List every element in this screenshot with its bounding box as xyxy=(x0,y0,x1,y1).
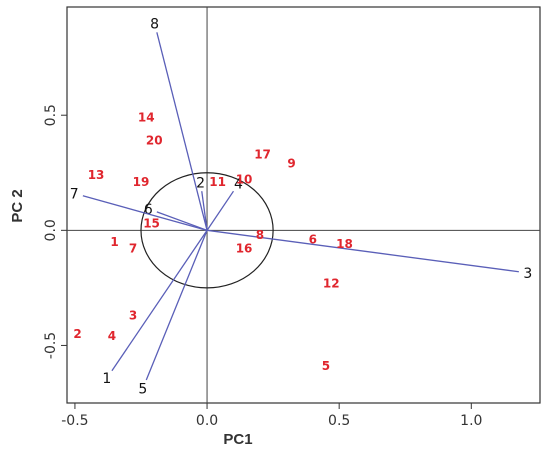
vector-label-3: 3 xyxy=(523,266,532,282)
point-label-18: 18 xyxy=(336,237,353,251)
point-label-20: 20 xyxy=(146,134,163,148)
vector-label-1: 1 xyxy=(102,371,111,387)
point-label-16: 16 xyxy=(236,242,253,256)
vector-line-1 xyxy=(111,229,208,372)
plot-frame xyxy=(66,6,541,404)
x-axis-title: PC1 xyxy=(223,431,252,448)
y-axis-title: PC 2 xyxy=(9,189,26,222)
y-tick-label: 0.5 xyxy=(43,104,59,126)
point-label-12: 12 xyxy=(323,276,340,290)
vector-line-7 xyxy=(82,195,208,231)
point-label-4: 4 xyxy=(108,329,116,343)
vector-line-3 xyxy=(206,229,519,273)
point-label-19: 19 xyxy=(133,175,150,189)
point-label-9: 9 xyxy=(287,157,295,171)
x-tick-label: 1.0 xyxy=(460,413,482,429)
x-tick-label: 0.0 xyxy=(196,413,218,429)
vector-line-8 xyxy=(156,32,208,231)
equilibrium-circle xyxy=(140,172,274,289)
point-label-13: 13 xyxy=(88,168,105,182)
x-tick-label: -0.5 xyxy=(61,413,88,429)
point-label-15: 15 xyxy=(143,216,160,230)
vector-label-5: 5 xyxy=(138,381,147,397)
point-label-3: 3 xyxy=(129,309,137,323)
vector-line-5 xyxy=(145,230,208,381)
vector-label-2: 2 xyxy=(196,175,205,191)
vector-label-4: 4 xyxy=(234,177,243,193)
vector-line-4 xyxy=(206,190,235,231)
point-label-5: 5 xyxy=(322,359,330,373)
vector-label-7: 7 xyxy=(70,186,79,202)
vector-label-6: 6 xyxy=(144,202,153,218)
point-label-2: 2 xyxy=(73,327,81,341)
point-label-17: 17 xyxy=(254,147,271,161)
vector-line-2 xyxy=(201,191,208,231)
point-label-6: 6 xyxy=(309,233,317,247)
y-tick-label: -0.5 xyxy=(43,332,59,359)
point-label-11: 11 xyxy=(209,175,226,189)
point-label-7: 7 xyxy=(129,242,137,256)
vector-label-8: 8 xyxy=(150,17,159,33)
point-label-10: 10 xyxy=(236,173,253,187)
y-tick-label: 0.0 xyxy=(43,219,59,241)
point-label-14: 14 xyxy=(138,111,155,125)
x-tick-label: 0.5 xyxy=(328,413,350,429)
point-label-8: 8 xyxy=(256,228,264,242)
vector-line-6 xyxy=(156,211,208,231)
point-label-1: 1 xyxy=(110,235,118,249)
